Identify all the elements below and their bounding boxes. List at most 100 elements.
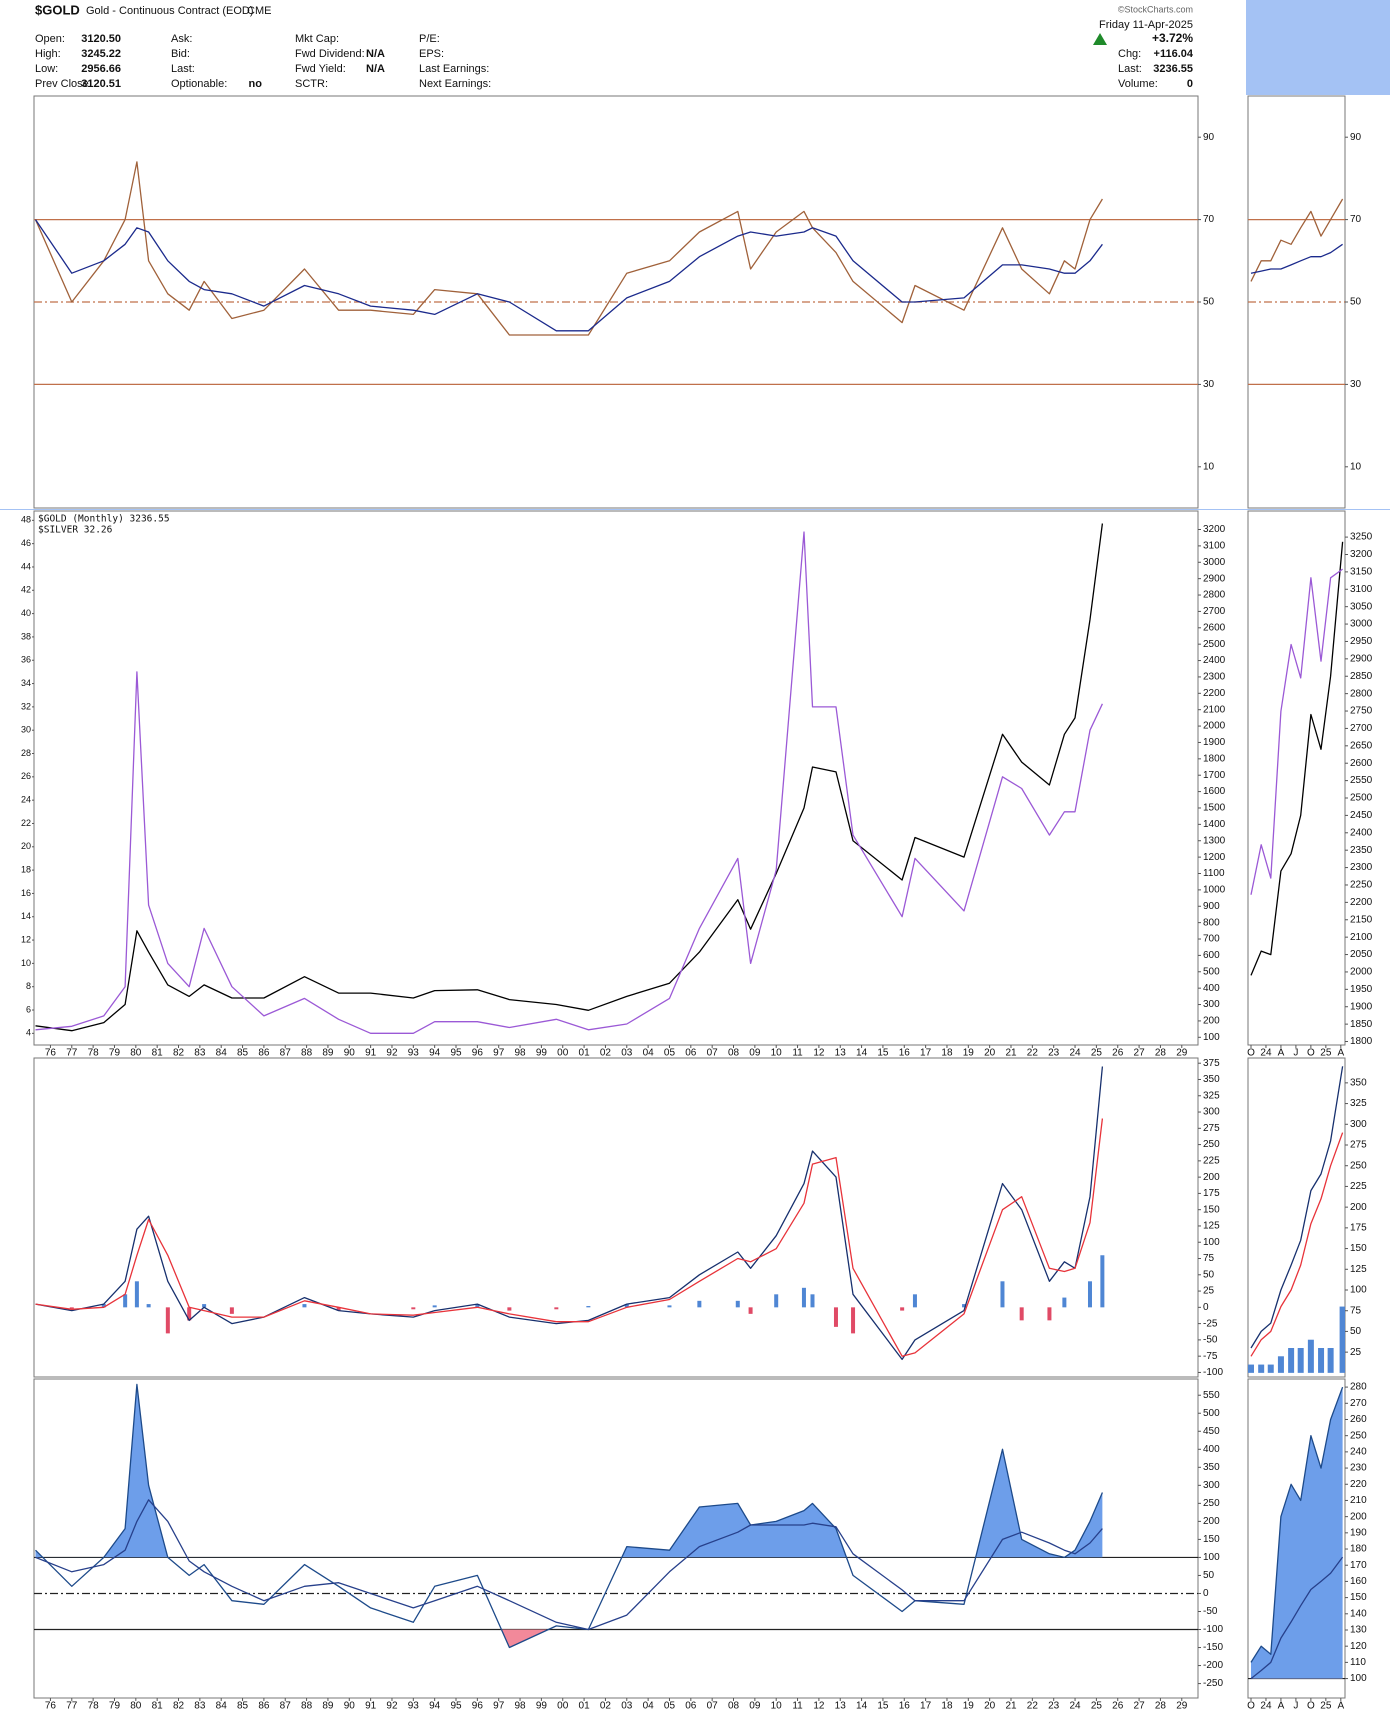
x-tick-label: 19 (963, 1701, 975, 1711)
x-tick-label: 98 (514, 1701, 526, 1711)
y2-tick-label: 48 (21, 515, 31, 525)
x-tick-label: 25 (1091, 1048, 1103, 1059)
series-line (35, 1066, 1104, 1361)
y-tick-label: 2500 (1203, 639, 1226, 650)
y-tick-label: 275 (1350, 1140, 1367, 1151)
panel-background (1245, 1057, 1390, 1378)
y-tick-label: -50 (1203, 1335, 1218, 1346)
y2-tick-label: 14 (21, 911, 31, 921)
histogram-bar (735, 1300, 740, 1308)
y-tick-label: 2800 (1350, 688, 1373, 699)
y-tick-label: 0 (1203, 1588, 1209, 1599)
y-tick-label: -150 (1203, 1642, 1223, 1653)
plot-area (1250, 541, 1344, 976)
x-tick-label: 00 (557, 1701, 569, 1711)
y-tick-label: 250 (1350, 1160, 1367, 1171)
y-tick-label: -200 (1203, 1660, 1223, 1671)
y2-tick-label: 20 (21, 841, 31, 851)
y-tick-label: 2850 (1350, 671, 1373, 682)
series-line (1250, 1556, 1344, 1680)
y-tick-label: 2550 (1350, 775, 1373, 786)
histogram-bar (900, 1307, 905, 1311)
x-tick-label: 85 (237, 1048, 249, 1059)
y-tick-label: 250 (1203, 1498, 1220, 1509)
watermark: ©StockCharts.com (1118, 4, 1193, 14)
x-tick-label: 82 (173, 1701, 185, 1711)
y-tick-label: 50 (1203, 297, 1215, 308)
panel-frame (1247, 1378, 1346, 1699)
y-tick-label: 600 (1203, 950, 1220, 961)
y-tick-label: 1500 (1203, 803, 1226, 814)
y-tick-label: 1950 (1350, 984, 1373, 995)
y-tick-label: 1700 (1203, 770, 1226, 781)
y-tick-label: 100 (1203, 1032, 1220, 1043)
y-tick-label: 1400 (1203, 819, 1226, 830)
y-tick-label: 3150 (1350, 567, 1373, 578)
series-line (35, 531, 1103, 1034)
y-tick-label: 70 (1350, 214, 1362, 225)
field-label: Fwd Dividend: (295, 48, 365, 60)
x-tick-label: 08 (728, 1048, 740, 1059)
x-tick-label: 00 (557, 1048, 569, 1059)
x-tick-label: 29 (1176, 1701, 1188, 1711)
y-tick-label: 150 (1203, 1204, 1220, 1215)
histogram-bar (624, 1304, 629, 1308)
histogram-bar (1258, 1364, 1265, 1373)
histogram-bar (1019, 1307, 1024, 1321)
histogram-bar (1248, 1364, 1254, 1373)
x-tick-label: 18 (941, 1701, 953, 1711)
field-value: 0 (1187, 78, 1193, 90)
y-tick-label: 150 (1350, 1243, 1367, 1254)
y-tick-label: 2500 (1350, 793, 1373, 804)
x-tick-label: 81 (152, 1701, 164, 1711)
field-label: Mkt Cap: (295, 33, 339, 45)
y-tick-label: -100 (1203, 1624, 1223, 1635)
x-tick-label: 17 (920, 1701, 932, 1711)
x-tick-label: 03 (621, 1048, 633, 1059)
panel-background (1245, 510, 1390, 1058)
y2-tick-label: 18 (21, 864, 31, 874)
y-tick-label: 2200 (1203, 688, 1226, 699)
y-tick-label: 230 (1350, 1463, 1367, 1474)
y-tick-label: 210 (1350, 1495, 1367, 1506)
y-tick-label: 100 (1350, 1285, 1367, 1296)
x-tick-label: 80 (130, 1701, 142, 1711)
x-tick-label: 99 (536, 1701, 548, 1711)
up-arrow (1093, 33, 1107, 45)
y-tick-label: 220 (1350, 1479, 1367, 1490)
field-label: Chg: (1118, 48, 1141, 60)
x-tick-label: 87 (280, 1701, 292, 1711)
y-tick-label: 160 (1350, 1576, 1367, 1587)
x-tick-label: 82 (173, 1048, 185, 1059)
x-tick-label: 01 (579, 1701, 591, 1711)
y-tick-label: 2700 (1350, 723, 1373, 734)
overbought-fill (35, 1384, 1103, 1558)
x-tick-label: 98 (514, 1048, 526, 1059)
y2-tick-label: 10 (21, 958, 31, 968)
histogram-bar (475, 1304, 480, 1308)
x-tick-label: 25 (1091, 1701, 1103, 1711)
y-tick-label: 125 (1203, 1221, 1220, 1232)
x-tick-label: O (1307, 1701, 1315, 1711)
x-tick-label: 76 (45, 1701, 57, 1711)
x-tick-label: 78 (88, 1048, 100, 1059)
x-tick-label: 78 (88, 1701, 100, 1711)
y2-tick-label: 34 (21, 678, 31, 688)
y-tick-label: 25 (1203, 1286, 1215, 1297)
y-tick-label: 3100 (1203, 541, 1226, 552)
x-tick-label: J (1293, 1048, 1298, 1059)
field-value: 2956.66 (81, 63, 121, 75)
y-tick-label: -75 (1203, 1351, 1218, 1362)
y-tick-label: 2300 (1350, 862, 1373, 873)
y-tick-label: 3000 (1350, 619, 1373, 630)
y2-tick-label: 6 (26, 1004, 31, 1014)
x-tick-label: 77 (66, 1048, 78, 1059)
x-tick-label: 93 (408, 1701, 420, 1711)
y-tick-label: 1800 (1203, 753, 1226, 764)
x-tick-label: 89 (322, 1701, 334, 1711)
y-tick-label: 400 (1203, 1444, 1220, 1455)
y-tick-label: 275 (1203, 1123, 1220, 1134)
y2-tick-label: 46 (21, 538, 31, 548)
legend-entry: $GOLD (Monthly) 3236.55 (38, 514, 170, 525)
y-tick-label: -25 (1203, 1318, 1218, 1329)
